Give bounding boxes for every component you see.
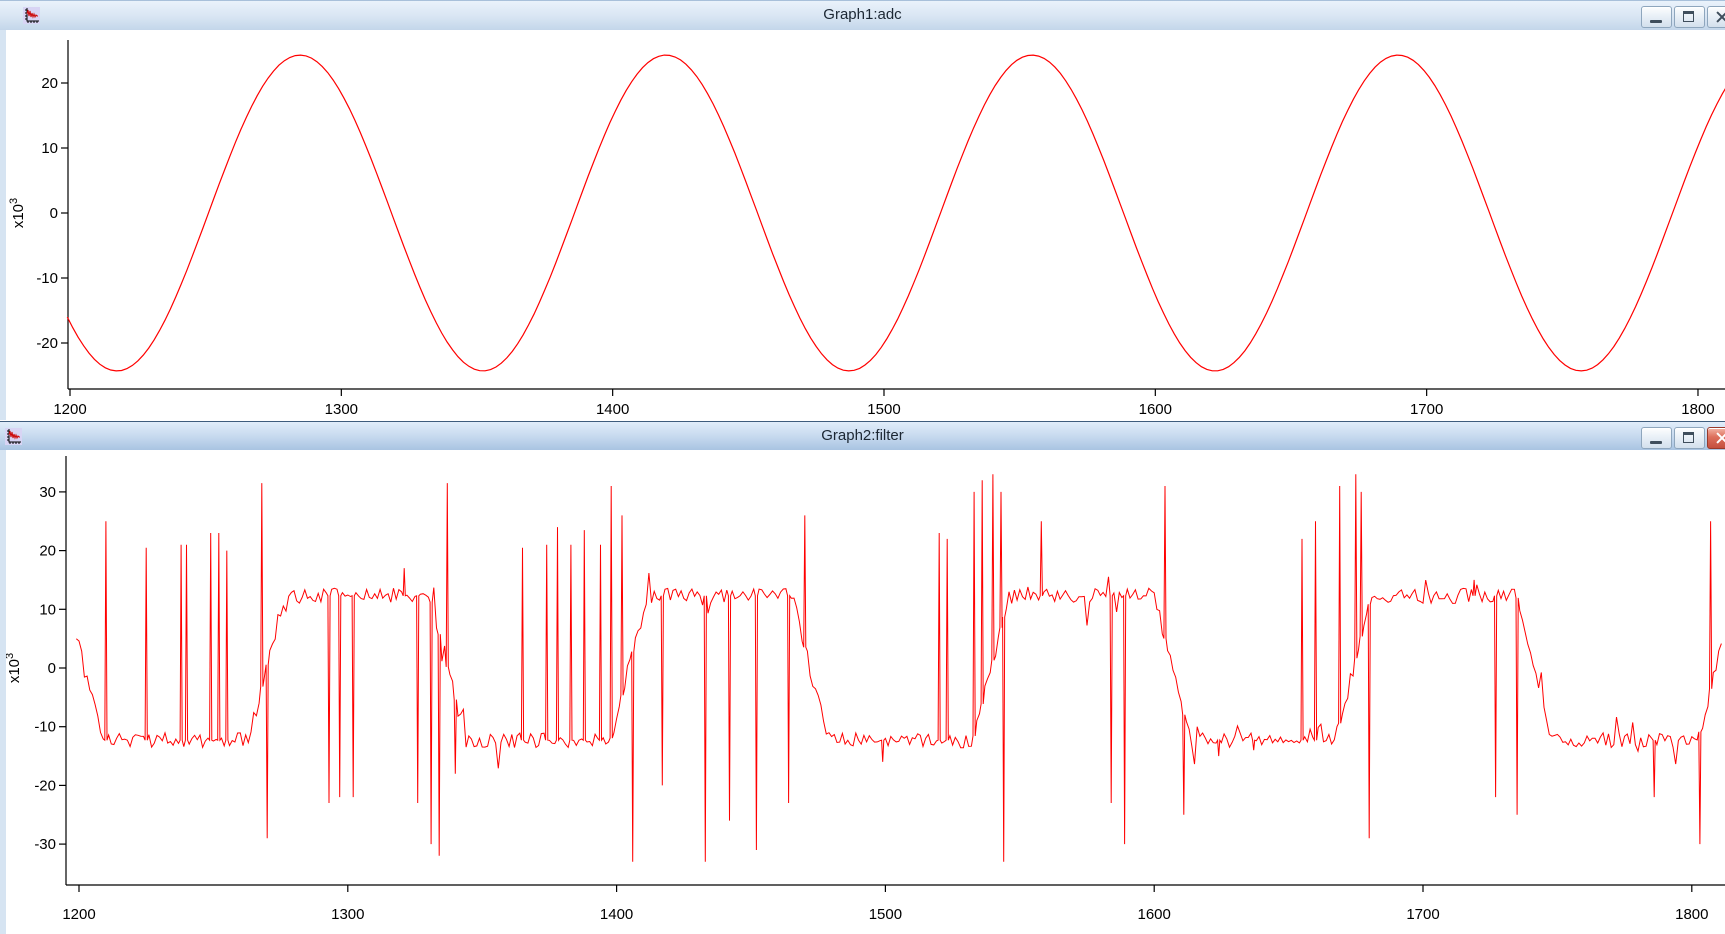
window-frame-edge [0,450,6,934]
y-tick-label: -20 [34,777,56,794]
x-tick-label: 1300 [325,401,358,418]
window-frame-edge [0,30,6,420]
x-tick-label: 1200 [62,906,95,923]
x-tick-label: 1400 [600,906,633,923]
x-tick-label: 1700 [1406,906,1439,923]
y-tick-label: 10 [41,140,58,157]
graph1-y-axis-label: x103 [8,191,27,235]
y-tick-label: 20 [39,543,56,560]
minimize-icon [1650,441,1662,444]
x-tick-label: 1800 [1675,906,1708,923]
graph1-window-title: Graph1:adc [823,6,902,23]
x-tick-label: 1600 [1138,906,1171,923]
y-axis-label-exponent: 3 [8,197,20,204]
x-tick-label: 1500 [867,401,900,418]
graph2-window: Graph2:filter 1200 1300 1400 1500 1600 1700 18… [0,421,1725,934]
y-axis-label-text: x10 [10,203,27,229]
y-tick-label: -10 [36,270,58,287]
x-tick-label: 1700 [1410,401,1443,418]
x-tick-label: 1400 [596,401,629,418]
adc-trace [66,54,1725,372]
icon-ticks [25,9,38,23]
restore-button[interactable] [1674,6,1705,28]
y-tick-label: 30 [39,484,56,501]
graph-app-icon-image [23,7,40,24]
graph-app-icon-image [5,428,22,445]
filter-trace [75,474,1722,862]
graph2-titlebar[interactable]: Graph2:filter [0,421,1725,450]
icon-curve [8,430,20,440]
y-tick-label: -10 [34,719,56,736]
y-tick-label: 0 [48,660,56,677]
y-axis-label-text: x10 [6,658,23,684]
y-tick-label: 10 [39,601,56,618]
graph2-window-title: Graph2:filter [821,427,904,444]
x-tick-label: 1300 [331,906,364,923]
graph-app-icon[interactable] [5,428,22,450]
x-tick-label: 1200 [53,401,86,418]
minimize-icon [1650,20,1662,23]
icon-ticks [7,430,20,444]
graph-app-icon[interactable] [23,7,40,29]
y-tick-label: 0 [50,205,58,222]
graph2-plot-area: 1200 1300 1400 1500 1600 1700 1800 30 20 10 0 -10 -2… [0,450,1725,934]
y-tick-label: -30 [34,836,56,853]
x-tick-label: 1500 [869,906,902,923]
graph1-titlebar[interactable]: Graph1:adc [0,0,1725,30]
restore-icon [1683,432,1694,443]
minimize-button[interactable] [1641,6,1672,28]
graph1-window: Graph1:adc 1200 1300 1400 1500 1600 1700 1800 2… [0,0,1725,422]
y-tick-label: -20 [36,335,58,352]
minimize-button[interactable] [1641,427,1672,449]
graph2-plot: 1200 1300 1400 1500 1600 1700 1800 30 20 10 0 -10 -2… [34,456,1725,923]
graph1-plot: 1200 1300 1400 1500 1600 1700 1800 20 10 0 -10 -20 [36,40,1725,418]
x-tick-label: 1600 [1139,401,1172,418]
close-button[interactable] [1707,6,1725,28]
graph2-y-axis-label: x103 [4,646,23,690]
close-button[interactable] [1707,427,1725,449]
x-tick-label: 1800 [1681,401,1714,418]
restore-button[interactable] [1674,427,1705,449]
icon-curve [26,9,38,19]
restore-icon [1683,11,1694,22]
y-tick-label: 20 [41,75,58,92]
graph1-plot-area: 1200 1300 1400 1500 1600 1700 1800 20 10 0 -10 -20 … [0,30,1725,420]
